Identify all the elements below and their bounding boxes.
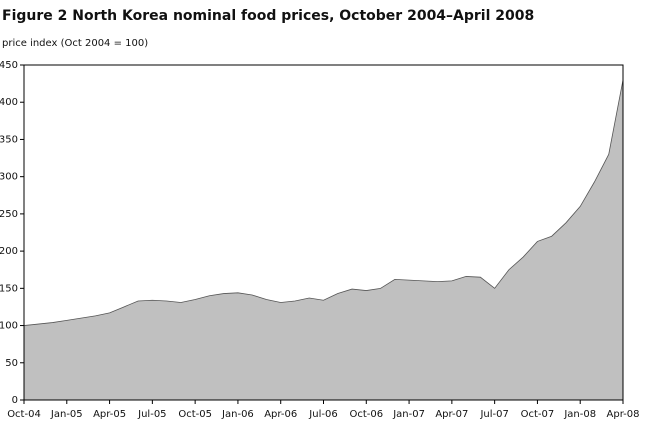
x-tick-label: Jul-06 bbox=[308, 409, 337, 420]
x-tick-label: Apr-07 bbox=[435, 409, 468, 420]
x-tick-label: Apr-05 bbox=[93, 409, 126, 420]
y-tick-label: 0 bbox=[12, 395, 18, 406]
x-tick-label: Jul-07 bbox=[479, 409, 508, 420]
x-tick-label: Jul-05 bbox=[137, 409, 166, 420]
y-tick-label: 150 bbox=[0, 283, 18, 294]
x-tick-label: Oct-06 bbox=[349, 409, 383, 420]
x-tick-label: Jan-07 bbox=[392, 409, 425, 420]
x-tick-label: Jan-06 bbox=[221, 409, 254, 420]
chart-title: Figure 2 North Korea nominal food prices… bbox=[2, 8, 534, 24]
x-tick-label: Oct-07 bbox=[521, 409, 555, 420]
x-tick-label: Oct-05 bbox=[178, 409, 212, 420]
y-tick-label: 200 bbox=[0, 246, 18, 257]
x-tick-label: Apr-08 bbox=[607, 409, 640, 420]
y-tick-label: 450 bbox=[0, 60, 18, 71]
y-tick-label: 100 bbox=[0, 321, 18, 332]
y-tick-label: 50 bbox=[5, 358, 18, 369]
x-tick-label: Jan-05 bbox=[50, 409, 83, 420]
chart-subtitle: price index (Oct 2004 = 100) bbox=[2, 38, 148, 49]
x-tick-label: Oct-04 bbox=[7, 409, 41, 420]
y-tick-label: 350 bbox=[0, 134, 18, 145]
x-tick-label: Apr-06 bbox=[264, 409, 297, 420]
area bbox=[23, 79, 624, 401]
y-tick-label: 400 bbox=[0, 97, 18, 108]
y-tick-label: 250 bbox=[0, 209, 18, 220]
x-tick-label: Jan-08 bbox=[563, 409, 596, 420]
y-tick-label: 300 bbox=[0, 172, 18, 183]
